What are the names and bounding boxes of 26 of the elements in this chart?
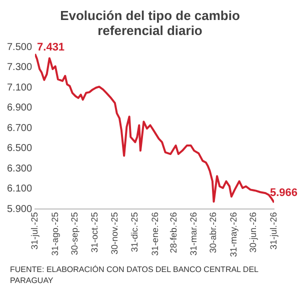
x-tick-label: 31-may.-26 (228, 212, 239, 258)
x-tick-label: 31-oct.-25 (90, 212, 100, 253)
y-tick-label: 6.500 (6, 143, 32, 154)
chart-title: Evolución del tipo de cambio referencial diario (59, 8, 241, 38)
y-tick-label: 7.500 (6, 42, 32, 53)
annotation: 5.966 (270, 186, 298, 199)
x-tick-label: 30-nov.-25 (109, 212, 120, 255)
y-tick-label: 6.900 (6, 102, 32, 114)
x-tick-label: 28-feb.-26 (168, 212, 178, 254)
x-tick-label: 31-jul.-25 (30, 212, 40, 250)
source-note: FUENTE: ELABORACIÓN CON DATOS DEL BANCO CENTRAL DEL PARAGUAY (10, 264, 260, 286)
x-tick-label: 30-abr.-26 (208, 212, 218, 254)
x-tick-label: 30-jun.-26 (248, 212, 258, 253)
y-tick-label: 7.300 (6, 62, 32, 74)
annotation: 7.431 (37, 42, 65, 54)
y-tick-label: 6.700 (6, 122, 32, 134)
x-tick-label: 31-mar.-26 (188, 212, 199, 256)
x-tick-label: 31-ene.-26 (150, 212, 160, 256)
x-tick-label: 31-jul.-26 (268, 212, 278, 250)
x-tick-label: 31-ago.-25 (50, 212, 60, 256)
y-tick-label: 6.300 (6, 163, 32, 174)
y-tick-label: 5.900 (6, 204, 32, 215)
x-tick-label: 31-dic.-25 (130, 212, 140, 252)
y-tick-label: 6.100 (6, 184, 32, 195)
x-tick-label: 30-sep.-25 (69, 212, 80, 256)
y-tick-label: 7.100 (6, 82, 32, 94)
